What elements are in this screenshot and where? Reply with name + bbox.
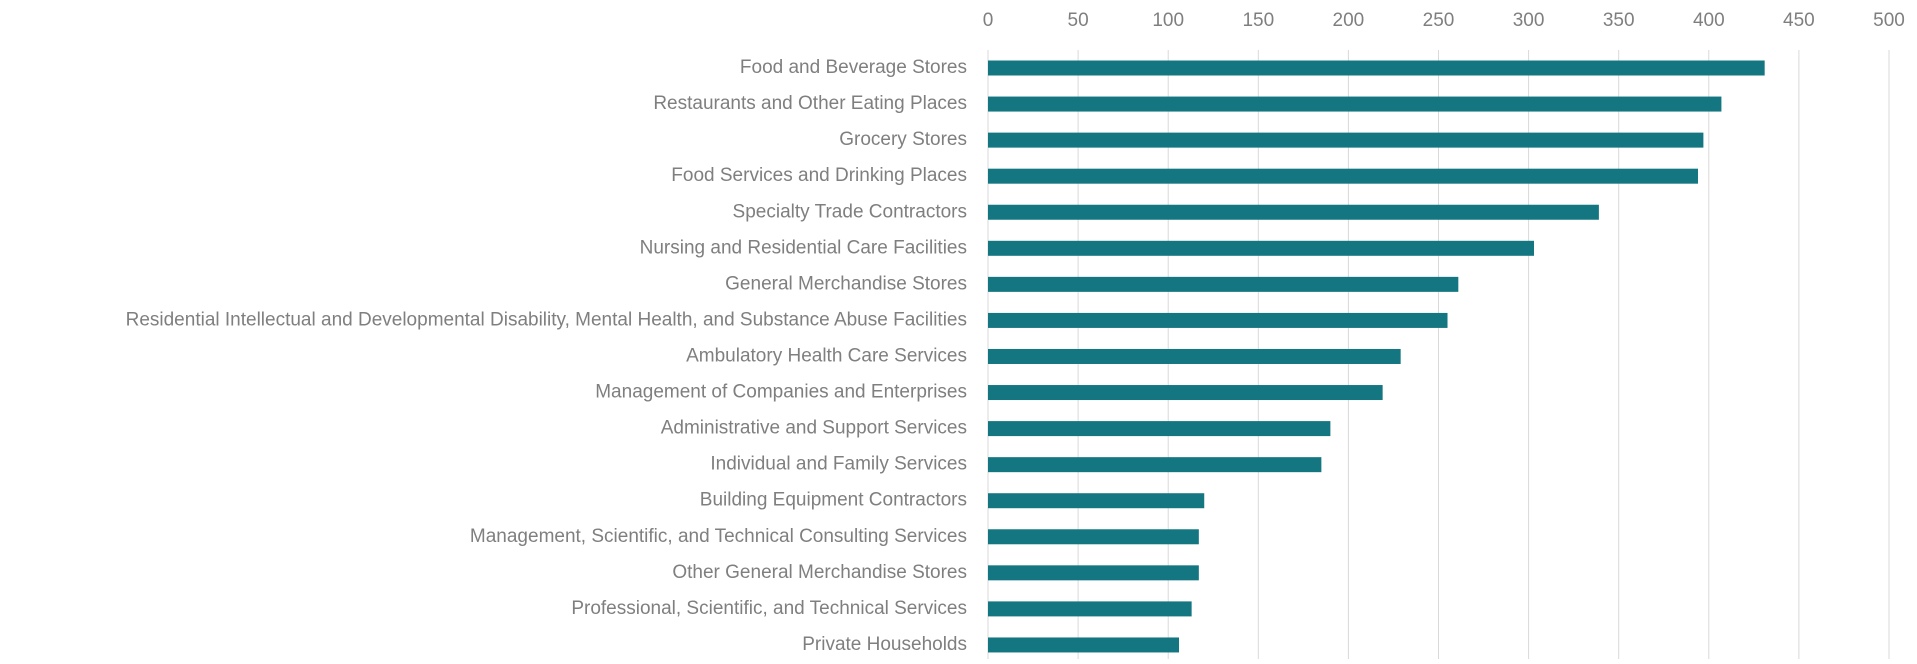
bar — [988, 565, 1199, 581]
bar — [988, 457, 1322, 473]
y-tick-label: Food Services and Drinking Places — [671, 165, 967, 186]
y-tick-label: Management, Scientific, and Technical Co… — [470, 526, 967, 547]
bar — [988, 529, 1199, 545]
x-tick-label: 100 — [1152, 10, 1184, 31]
y-tick-label: Nursing and Residential Care Facilities — [640, 237, 967, 258]
y-tick-label: Restaurants and Other Eating Places — [653, 93, 967, 114]
bar — [988, 421, 1331, 437]
bar — [988, 637, 1180, 653]
x-tick-label: 300 — [1513, 10, 1545, 31]
bar — [988, 132, 1704, 148]
bar — [988, 348, 1401, 364]
bar — [988, 493, 1205, 509]
x-tick-label: 200 — [1333, 10, 1365, 31]
y-tick-label: Food and Beverage Stores — [740, 57, 967, 78]
y-tick-label: Residential Intellectual and Development… — [126, 309, 967, 330]
y-tick-label: Individual and Family Services — [710, 454, 967, 475]
bar — [988, 60, 1765, 76]
bar — [988, 204, 1599, 220]
y-tick-label: Other General Merchandise Stores — [672, 562, 967, 583]
x-tick-label: 500 — [1873, 10, 1905, 31]
y-tick-label: Private Households — [802, 634, 967, 655]
y-tick-label: Grocery Stores — [839, 129, 967, 150]
x-tick-label: 250 — [1423, 10, 1455, 31]
x-tick-label: 400 — [1693, 10, 1725, 31]
bar — [988, 96, 1722, 112]
x-tick-label: 150 — [1242, 10, 1274, 31]
y-tick-label: Professional, Scientific, and Technical … — [571, 598, 967, 619]
y-tick-label: Ambulatory Health Care Services — [686, 345, 967, 366]
bar — [988, 385, 1383, 401]
bar — [988, 312, 1448, 328]
x-tick-label: 350 — [1603, 10, 1635, 31]
bar — [988, 240, 1535, 256]
y-tick-label: Specialty Trade Contractors — [733, 201, 967, 222]
bar — [988, 168, 1698, 184]
y-tick-label: Management of Companies and Enterprises — [595, 382, 967, 403]
x-tick-label: 50 — [1068, 10, 1089, 31]
y-tick-label: Administrative and Support Services — [661, 418, 967, 439]
x-tick-label: 450 — [1783, 10, 1815, 31]
y-tick-label: General Merchandise Stores — [725, 273, 967, 294]
bar — [988, 276, 1459, 292]
y-tick-label: Building Equipment Contractors — [700, 490, 967, 511]
bar — [988, 601, 1192, 617]
x-tick-label: 0 — [983, 10, 994, 31]
